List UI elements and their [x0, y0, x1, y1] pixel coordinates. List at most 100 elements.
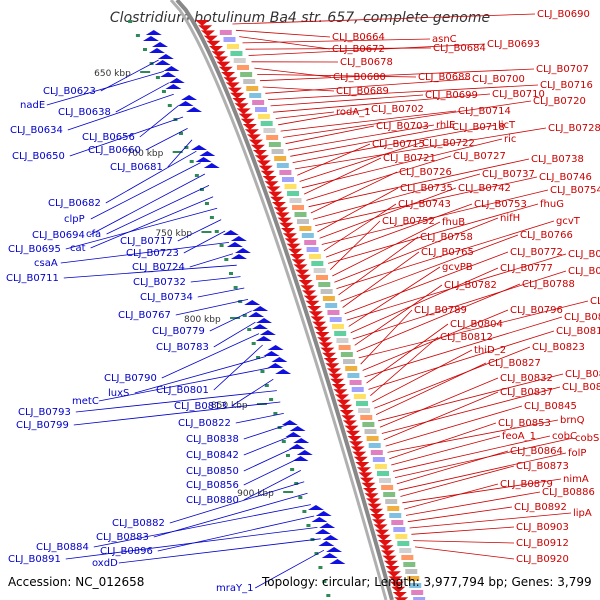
reverse-gene-arrow	[230, 254, 247, 259]
right-label-leader	[303, 157, 382, 195]
reverse-gene-arrow	[226, 242, 243, 247]
tick-dot	[314, 552, 319, 555]
gene-label-left: CLJ_B0891	[8, 554, 61, 565]
right-label-leader	[290, 126, 451, 157]
feature-band-block	[356, 401, 369, 406]
tick-dot	[184, 146, 189, 149]
gene-label-left: CLJ_B0884	[36, 542, 89, 553]
gene-label-left: CLJ_B0717	[120, 236, 173, 247]
right-label-leader	[385, 405, 523, 447]
right-label-leader	[398, 452, 567, 491]
feature-band-block	[387, 506, 400, 511]
left-label-leader	[105, 150, 197, 204]
tick-dot	[209, 216, 214, 219]
tick-dot	[260, 370, 265, 373]
forward-gene-arrow	[288, 248, 303, 255]
gene-label-right: CLJ_B0782	[444, 280, 497, 291]
forward-gene-arrow	[328, 373, 343, 380]
gene-label-right: nifH	[500, 213, 520, 224]
forward-gene-arrow	[346, 430, 361, 437]
feature-band-block	[292, 205, 305, 210]
forward-gene-arrow	[367, 503, 382, 510]
right-label-leader	[306, 155, 452, 201]
forward-gene-arrow	[252, 150, 267, 156]
forward-gene-arrow	[381, 550, 396, 557]
forward-gene-arrow	[350, 446, 365, 453]
reverse-gene-arrow	[296, 450, 313, 455]
forward-gene-arrow	[362, 488, 377, 494]
forward-gene-arrow	[213, 56, 228, 63]
gene-label-left: CLJ_B0883	[96, 532, 149, 543]
right-label-leader	[283, 100, 532, 138]
feature-band-block	[358, 408, 371, 413]
forward-gene-arrow	[291, 259, 306, 266]
forward-gene-arrow	[373, 524, 388, 531]
gene-label-right: CLJ_B0864	[510, 446, 563, 457]
tick-dot	[318, 566, 323, 569]
left-label-leader	[243, 470, 302, 501]
right-label-leader	[287, 124, 435, 151]
gene-label-right: CLJ_B0754	[550, 185, 600, 196]
left-label-leader	[46, 71, 164, 106]
gene-label-right: CLJ_B0765	[421, 247, 474, 258]
forward-gene-arrow	[338, 404, 353, 411]
feature-band-block	[377, 471, 390, 476]
forward-gene-arrow	[389, 581, 404, 588]
forward-gene-arrow	[275, 212, 290, 219]
scale-tick-label: 850 kbp	[211, 401, 248, 411]
right-label-leader	[310, 171, 398, 214]
gene-label-right: CLJ_B0920	[516, 554, 569, 565]
left-label-leader	[145, 128, 188, 151]
left-label-leader	[167, 139, 193, 168]
gene-label-right: CLJ_B0827	[488, 358, 541, 369]
right-label-leader	[413, 540, 515, 544]
left-label-leader	[213, 321, 256, 348]
right-label-leader	[375, 362, 487, 415]
gene-label-left: metC	[72, 396, 99, 407]
gene-label-right: CLJ_B0716	[540, 80, 593, 91]
gene-label-left: CLJ_B0882	[112, 518, 165, 529]
gene-label-left: CLJ_B0695	[8, 244, 61, 255]
forward-gene-arrow	[264, 181, 279, 188]
left-label-leader	[183, 230, 226, 254]
gene-label-right: gcvPB	[442, 262, 473, 273]
tick-dot	[256, 356, 261, 359]
right-label-leader	[248, 43, 486, 56]
feature-band-block	[318, 282, 331, 287]
feature-band-block	[233, 58, 246, 63]
reverse-gene-arrow	[163, 66, 180, 71]
right-label-leader	[262, 86, 335, 92]
gene-label-right: CLJ_B0777	[500, 263, 553, 274]
forward-gene-arrow	[372, 519, 387, 526]
forward-gene-arrow	[258, 165, 273, 172]
gene-label-right: CLJ_B0718	[452, 122, 505, 133]
right-label-leader	[352, 270, 567, 340]
tick-dot	[214, 230, 219, 233]
tick-dot	[247, 328, 252, 331]
right-label-leader	[396, 450, 509, 485]
gene-label-right: CLJ_B0804	[450, 319, 503, 330]
right-label-leader	[232, 13, 536, 25]
right-label-leader	[368, 330, 555, 390]
feature-band-block	[223, 37, 236, 42]
tick-dot	[326, 594, 331, 597]
right-label-leader	[354, 284, 443, 346]
left-label-leader	[235, 413, 284, 424]
forward-gene-arrow	[221, 72, 236, 78]
right-label-leader	[407, 506, 513, 523]
forward-gene-arrow	[282, 233, 297, 240]
forward-gene-arrow	[254, 155, 269, 162]
gene-label-right: CLJ_B0796	[510, 305, 563, 316]
forward-gene-arrow	[352, 451, 367, 458]
left-label-leader	[90, 196, 214, 249]
gene-label-left: CLJ_B0681	[110, 162, 163, 173]
forward-gene-arrow	[388, 576, 403, 583]
forward-gene-arrow	[232, 98, 247, 104]
forward-gene-arrow	[209, 46, 224, 52]
feature-band-block	[271, 149, 284, 154]
feature-band-block	[368, 443, 381, 448]
gene-label-right: CLJ_B0715	[372, 139, 425, 150]
forward-gene-arrow	[331, 384, 346, 390]
right-label-leader	[370, 336, 439, 397]
reverse-gene-arrow	[271, 357, 288, 362]
